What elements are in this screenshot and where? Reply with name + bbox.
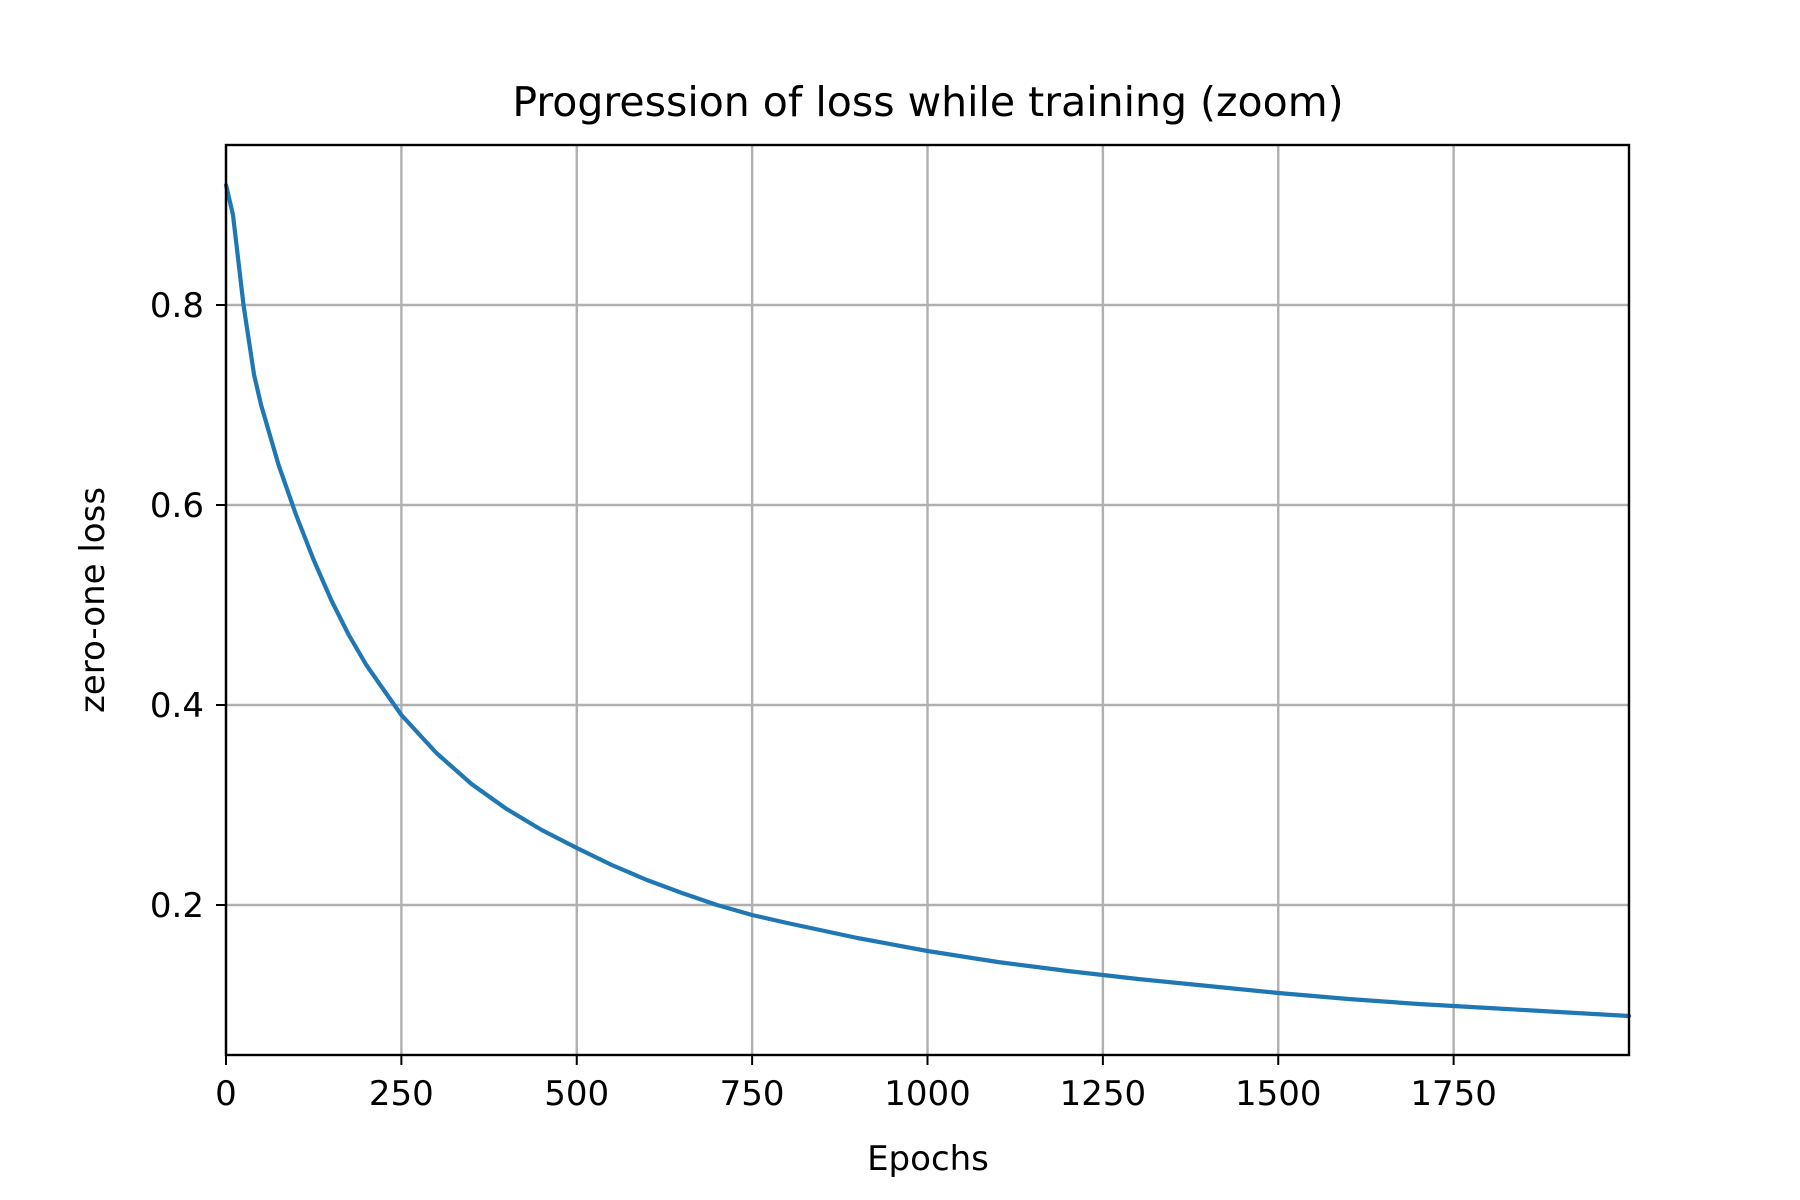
x-tick-label: 750 — [720, 1074, 785, 1114]
x-tick-label: 250 — [369, 1074, 434, 1114]
x-tick-label: 1750 — [1410, 1074, 1497, 1114]
ticks: 0 250 500 750 1000 1250 1500 1750 0.2 0.4 0.6 0.8 — [150, 286, 1497, 1114]
x-tick-label: 1000 — [884, 1074, 971, 1114]
x-tick-label: 1500 — [1235, 1074, 1322, 1114]
grid — [224, 145, 1629, 1055]
y-tick-label: 0.6 — [150, 486, 204, 526]
x-tick-label: 0 — [215, 1074, 237, 1114]
x-axis-label: Epochs — [867, 1139, 989, 1179]
y-tick-label: 0.8 — [150, 286, 204, 326]
loss-series-line — [223, 182, 1632, 1019]
plot-area — [223, 182, 1632, 1019]
chart-title: Progression of loss while training (zoom… — [512, 78, 1343, 126]
y-axis-label: zero-one loss — [73, 487, 113, 713]
y-tick-label: 0.4 — [150, 686, 204, 726]
x-tick-label: 1250 — [1060, 1074, 1147, 1114]
x-tick-label: 500 — [544, 1074, 609, 1114]
y-tick-label: 0.2 — [150, 886, 204, 926]
